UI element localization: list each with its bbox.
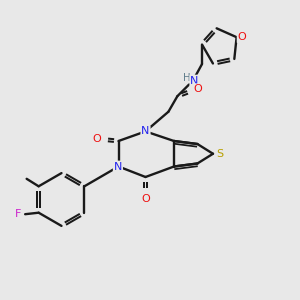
Text: O: O [141,194,150,204]
Text: F: F [15,209,22,219]
Text: S: S [216,149,223,159]
Text: O: O [92,134,101,145]
Text: H: H [183,73,190,82]
Text: N: N [190,76,199,85]
Text: O: O [238,32,246,42]
Text: O: O [194,84,202,94]
Text: N: N [114,161,122,172]
Text: N: N [141,126,150,136]
